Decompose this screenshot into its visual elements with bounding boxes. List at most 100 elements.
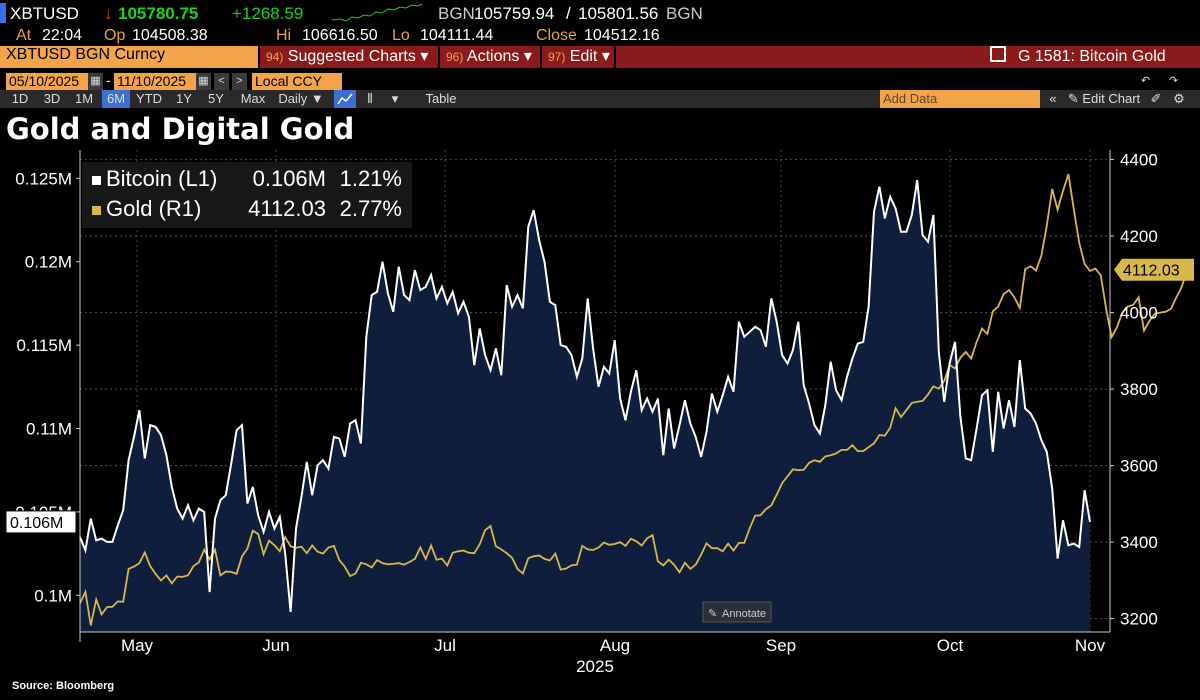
left-tick-label: 0.11M	[26, 420, 72, 439]
actions-num: 96)	[446, 50, 464, 64]
right-tick-label: 4200	[1120, 227, 1158, 246]
range-1d-button[interactable]: 1D	[11, 91, 29, 106]
pencil-icon: ✎	[1067, 91, 1079, 106]
legend-swatch	[92, 206, 101, 215]
x-tick-label: Oct	[937, 636, 964, 655]
actions-label: Actions ▾	[466, 48, 532, 65]
range-1m-button[interactable]: 1M	[74, 91, 94, 106]
chart[interactable]: 0.1M0.105M0.11M0.115M0.12M0.125M32003400…	[0, 150, 1200, 680]
chart-type-dropdown[interactable]: ▾	[391, 91, 399, 106]
security-field[interactable]: XBTUSD BGN Curncy	[0, 46, 258, 68]
at-label: At	[16, 27, 32, 44]
add-data-input[interactable]: Add Data	[880, 90, 1040, 108]
source-note: Source: Bloomberg	[12, 680, 115, 692]
menu-bar: XBTUSD BGN Curncy 94) Suggested Charts ▾…	[0, 46, 1200, 68]
bitcoin-last-box	[5, 510, 77, 534]
date-dash: -	[106, 72, 111, 88]
bitcoin-line	[79, 179, 1091, 613]
x-tick-label: May	[121, 636, 154, 655]
currency-select[interactable]: Local CCY	[252, 73, 342, 90]
bid-ask-separator: /	[566, 4, 571, 23]
range-6m-button[interactable]: 6M	[102, 90, 130, 108]
range-ytd-button[interactable]: YTD	[136, 91, 162, 106]
annotate-button	[702, 601, 772, 623]
left-tick-label: 0.115M	[17, 336, 72, 355]
x-tick-label: Nov	[1075, 636, 1106, 655]
annotate-label: Annotate	[722, 608, 766, 620]
next-period-button[interactable]: >	[232, 73, 247, 90]
quote-line: XBTUSD ↓ 105780.75 +1268.59 BGN 105759.9…	[0, 0, 1200, 26]
chart-title: Gold and Digital Gold	[6, 112, 355, 146]
collapse-icon[interactable]: «	[1049, 91, 1057, 106]
range-max-button[interactable]: Max	[240, 91, 266, 106]
close-label: Close	[536, 27, 577, 44]
legend-value: 4112.03	[248, 196, 326, 221]
x-tick-label: Jun	[262, 636, 289, 655]
gold-last-box	[1114, 258, 1194, 281]
line-chart-icon[interactable]	[334, 90, 356, 108]
start-date-field[interactable]: 05/10/2025	[6, 73, 100, 90]
chart-id[interactable]: G 1581: Bitcoin Gold	[990, 46, 1166, 68]
bid-price: 105759.94	[474, 4, 555, 23]
legend-value: 0.106M	[253, 166, 326, 191]
suggested-charts-button[interactable]: 94) Suggested Charts ▾	[266, 46, 428, 68]
close-value: 104512.16	[584, 27, 660, 44]
range-3d-button[interactable]: 3D	[43, 91, 61, 106]
date-range-bar: 05/10/2025 ▦ - 11/10/2025 ▦ < > Local CC…	[0, 72, 1200, 90]
right-tick-label: 3200	[1120, 610, 1158, 629]
high-label: Hi	[276, 27, 292, 44]
pencil-icon: ✎	[708, 608, 717, 620]
gold-last-label: 4112.03	[1123, 263, 1180, 280]
right-tick-label: 3400	[1120, 533, 1158, 552]
annotate-tool-icon[interactable]: ✐	[1150, 91, 1162, 106]
right-tick-label: 4400	[1120, 151, 1158, 170]
price-change: +1268.59	[232, 4, 304, 23]
ticker-marker	[0, 3, 6, 23]
gear-icon[interactable]: ⚙	[1173, 91, 1185, 106]
frequency-select[interactable]: Daily ▼	[278, 91, 324, 106]
edit-button[interactable]: 97) Edit ▾	[548, 46, 610, 68]
right-tick-label: 3600	[1120, 457, 1158, 476]
legend-name: Gold (R1)	[106, 196, 201, 221]
open-label: Op	[104, 27, 126, 44]
left-tick-label: 0.12M	[25, 253, 72, 272]
right-tick-label: 3800	[1120, 380, 1158, 399]
edit-num: 97)	[548, 50, 566, 64]
ask-price: 105801.56	[578, 4, 659, 23]
open-value: 104508.38	[132, 27, 208, 44]
x-tick-label: Aug	[600, 636, 630, 655]
low-value: 104111.44	[420, 27, 494, 44]
legend-change: 2.77%	[340, 196, 402, 221]
calendar-icon[interactable]: ▦	[196, 73, 211, 90]
edit-chart-label: Edit Chart	[1082, 91, 1141, 106]
redo-icon[interactable]: ↷	[1166, 73, 1181, 90]
suggested-num: 94)	[266, 50, 284, 64]
ticker[interactable]: XBTUSD	[10, 4, 79, 23]
actions-button[interactable]: 96) Actions ▾	[446, 46, 532, 68]
legend-name: Bitcoin (L1)	[106, 166, 217, 191]
calendar-icon[interactable]: ▦	[88, 73, 103, 90]
prev-period-button[interactable]: <	[214, 73, 229, 90]
gold-line	[79, 173, 1189, 626]
edit-label: Edit ▾	[569, 48, 610, 65]
x-axis-label: 2025	[576, 657, 614, 676]
undo-icon[interactable]: ↶	[1138, 73, 1153, 90]
x-tick-label: Sep	[766, 636, 796, 655]
ohlc-line: At 22:04 Op 104508.38 Hi 106616.50 Lo 10…	[0, 26, 1200, 46]
ask-source: BGN	[666, 4, 703, 23]
edit-chart-button[interactable]: ✎ Edit Chart	[1064, 90, 1144, 108]
high-value: 106616.50	[302, 27, 378, 44]
table-button[interactable]: Table	[425, 91, 457, 106]
chart-id-label: G 1581: Bitcoin Gold	[1018, 48, 1166, 65]
range-1y-button[interactable]: 1Y	[176, 91, 192, 106]
toolbar: 1D 3D 1M 6M YTD 1Y 5Y Max Daily ▼ ⫴ ▾ Table Add…	[0, 90, 1200, 108]
suggested-label: Suggested Charts ▾	[287, 48, 429, 65]
end-date-field[interactable]: 11/10/2025	[114, 73, 208, 90]
down-arrow-icon: ↓	[104, 4, 113, 23]
bid-source: BGN	[438, 4, 475, 23]
legend-box	[82, 162, 412, 228]
sparkline-icon	[332, 3, 422, 22]
range-5y-button[interactable]: 5Y	[208, 91, 224, 106]
left-tick-label: 0.1M	[34, 586, 72, 605]
bar-chart-icon[interactable]: ⫴	[367, 91, 373, 106]
